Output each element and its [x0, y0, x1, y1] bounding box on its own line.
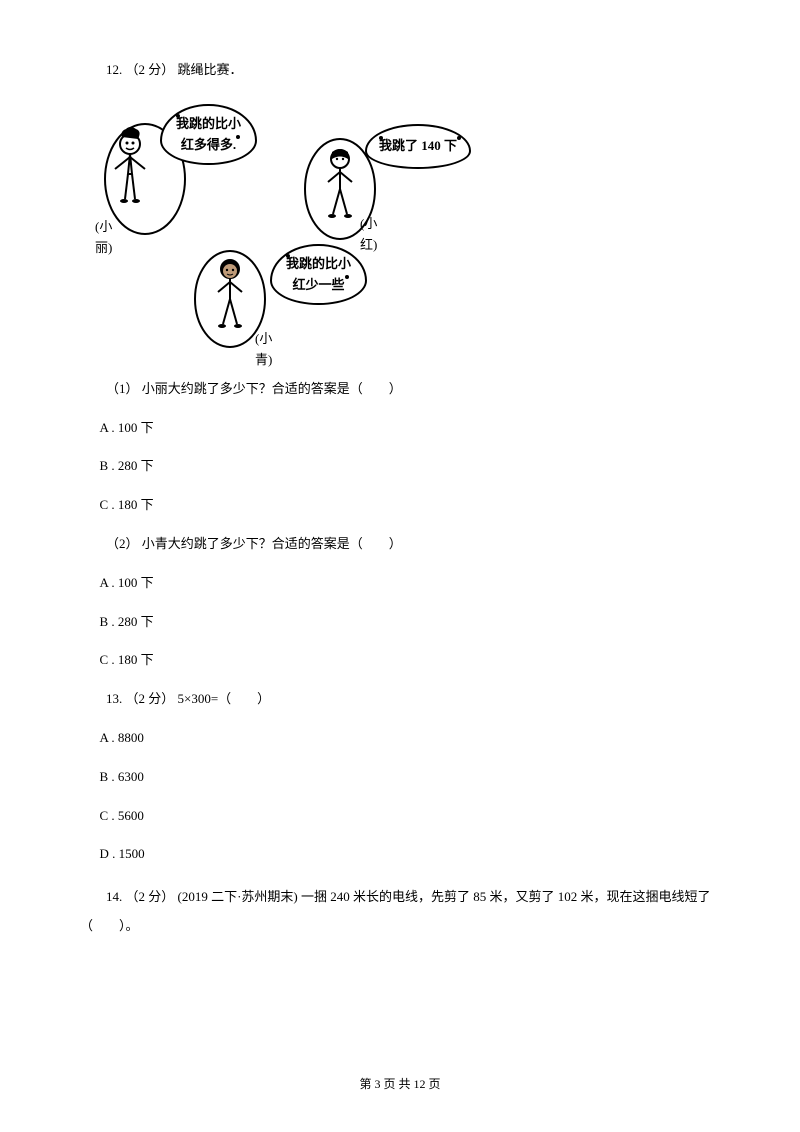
q13-d: D . 1500: [80, 844, 720, 865]
bubble-xiaoli-l1: 我跳的比小: [176, 116, 241, 131]
q12-sub2-a: A . 100 下: [80, 573, 720, 594]
bubble-xiaoli-l2: 红多得多.: [181, 137, 236, 152]
bubble-xiaoqing: 我跳的比小 红少一些: [270, 244, 367, 306]
bubble-xiaoli: 我跳的比小 红多得多.: [160, 104, 257, 166]
label-xiaoqing: (小青): [255, 329, 272, 371]
q12-sub2-c: C . 180 下: [80, 650, 720, 671]
bubble-xiaoqing-l1: 我跳的比小: [286, 256, 351, 271]
q13-b: B . 6300: [80, 767, 720, 788]
q12-sub1: （1） 小丽大约跳了多少下？合适的答案是（ ）: [80, 379, 720, 400]
q13-header: 13. （2 分） 5×300=（ ）: [80, 689, 720, 710]
q12-sub2-b: B . 280 下: [80, 612, 720, 633]
page-footer: 第 3 页 共 12 页: [0, 1075, 800, 1094]
q12-sub2: （2） 小青大约跳了多少下？合适的答案是（ ）: [80, 534, 720, 555]
q13-c: C . 5600: [80, 806, 720, 827]
q12-header: 12. （2 分） 跳绳比赛．: [80, 60, 720, 81]
q12-sub1-c: C . 180 下: [80, 495, 720, 516]
q12-sub1-b: B . 280 下: [80, 456, 720, 477]
bubble-xiaoqing-l2: 红少一些: [293, 277, 345, 292]
q12-illustration: 我跳的比小 红多得多. (小丽) 我跳了 140 下 (小红): [100, 99, 500, 359]
q13-a: A . 8800: [80, 728, 720, 749]
q14-header: 14. （2 分） (2019 二下·苏州期末) 一捆 240 米长的电线，先剪…: [80, 883, 720, 940]
bubble-xiaohong-text: 我跳了 140 下: [379, 138, 457, 153]
label-xiaoli: (小丽): [95, 217, 112, 259]
label-xiaohong: (小红): [360, 214, 377, 256]
q12-sub1-a: A . 100 下: [80, 418, 720, 439]
bubble-xiaohong: 我跳了 140 下: [365, 124, 471, 169]
